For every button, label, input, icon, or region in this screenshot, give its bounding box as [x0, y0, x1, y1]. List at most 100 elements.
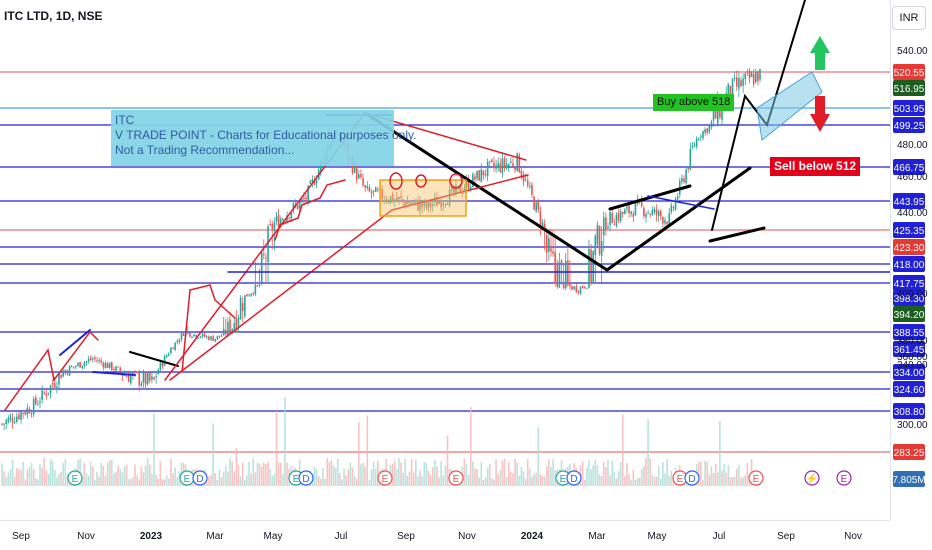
volume-bar [520, 467, 523, 486]
currency-button[interactable]: INR [892, 6, 926, 30]
candle-body [459, 184, 461, 194]
volume-bar [531, 476, 533, 486]
volume-bar [740, 478, 742, 486]
candle-body [119, 367, 122, 372]
candle-body [20, 412, 22, 420]
volume-bar [332, 465, 335, 486]
candle-body [53, 383, 56, 388]
volume-bar [273, 473, 276, 486]
volume-bar [723, 464, 725, 486]
event-icon[interactable] [836, 470, 852, 486]
event-icon[interactable] [377, 470, 393, 486]
event-icon[interactable] [804, 470, 820, 486]
x-tick-label: Nov [458, 531, 476, 542]
candle-body [548, 238, 550, 252]
symbol-title[interactable]: ITC LTD, 1D, NSE [4, 9, 103, 23]
candle-body [241, 303, 244, 311]
candle-body [586, 287, 588, 289]
volume-bar [619, 462, 622, 486]
volume-bar [134, 464, 136, 486]
candle-body [757, 71, 759, 82]
event-icon[interactable] [448, 470, 464, 486]
candle-body [301, 198, 303, 200]
event-icon[interactable] [684, 470, 700, 486]
volume-bar [64, 459, 67, 486]
candle-body [39, 401, 41, 403]
volume-bar [174, 467, 176, 486]
volume-bar [148, 464, 151, 486]
volume-bar [108, 460, 111, 486]
candle-body [290, 212, 293, 219]
volume-bar [210, 475, 212, 486]
volume-bar [49, 459, 52, 486]
candle-body [218, 335, 221, 337]
volume-bar [24, 479, 27, 486]
candle-body [189, 333, 191, 337]
volume-bar [522, 471, 525, 486]
candle-body [197, 337, 200, 339]
candle-body [28, 409, 31, 414]
candle-body [575, 286, 578, 292]
x-tick-label: Sep [12, 531, 30, 542]
volume-bar [733, 476, 736, 486]
volume-bar [355, 478, 358, 486]
event-icon[interactable] [298, 470, 314, 486]
volume-bar [598, 474, 601, 486]
candle-body [626, 206, 628, 209]
volume-bar [206, 478, 208, 486]
volume-bar [670, 470, 673, 486]
volume-bar [222, 471, 225, 486]
volume-bar [163, 479, 166, 486]
volume-bar [425, 463, 428, 486]
volume-bar [336, 458, 339, 486]
candle-body [632, 213, 635, 217]
candle-body [98, 360, 100, 362]
volume-bar [486, 467, 489, 486]
candle-body [706, 128, 709, 133]
event-icon[interactable] [566, 470, 582, 486]
candle-body [220, 335, 223, 337]
volume-bar [282, 473, 284, 486]
event-icon[interactable] [192, 470, 208, 486]
volume-bar [664, 473, 666, 486]
candle-body [26, 407, 29, 415]
candle-body [258, 284, 261, 286]
candle-body [305, 197, 307, 200]
candle-body [176, 341, 179, 343]
volume-bar [672, 478, 675, 486]
candle-body [560, 259, 563, 263]
volume-bar [421, 475, 423, 486]
red-lower-line [391, 174, 529, 211]
volume-bar [643, 465, 645, 486]
volume-bar [34, 478, 37, 486]
candle-body [495, 165, 497, 169]
candle-body [702, 131, 704, 139]
volume-bar [391, 463, 394, 486]
candle-body [436, 197, 438, 206]
volume-bar [706, 461, 709, 486]
volume-bar [609, 475, 611, 486]
candle-body [13, 422, 16, 424]
candle-body [70, 366, 73, 368]
price-tag-bg [893, 364, 925, 380]
candle-body [579, 286, 582, 294]
candle-body [385, 199, 388, 201]
candle-body [161, 362, 164, 367]
candle-body [398, 196, 400, 200]
price-tag-label: 425.35 [894, 226, 925, 237]
event-icon-glyph: E [72, 474, 79, 485]
candle-body [571, 286, 573, 290]
candle-body [37, 403, 39, 405]
volume-bar [372, 461, 375, 486]
volume-bar [94, 479, 96, 486]
volume-bar [241, 462, 244, 486]
candle-body [440, 200, 442, 208]
note-line-3: Not a Trading Recommendation... [115, 143, 295, 157]
event-icon[interactable] [67, 470, 83, 486]
candle-body [163, 356, 166, 366]
event-icon-glyph: E [677, 474, 684, 485]
event-icon[interactable] [748, 470, 764, 486]
candle-body [592, 251, 594, 284]
candle-body [206, 336, 208, 338]
